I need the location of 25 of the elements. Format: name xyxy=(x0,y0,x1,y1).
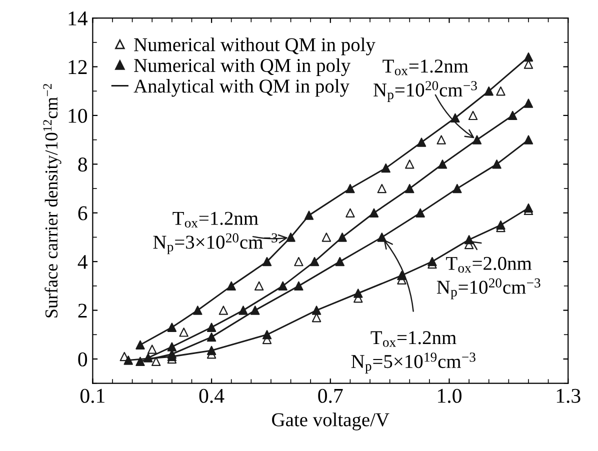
x-tick-label: 0.4 xyxy=(199,388,224,403)
annotation: N$_{p}$=5×10$^{19}$cm$^{−3}$ xyxy=(351,352,476,374)
legend-label: Analytical with QM in poly xyxy=(134,79,350,97)
y-tick-label: 6 xyxy=(78,206,88,220)
annotation: N$_{p}$=10$^{20}$cm$^{−3}$ xyxy=(374,81,477,102)
annotation: T$_{ox}$=2.0nm xyxy=(446,256,532,273)
y-axis-title: Surface carrier density/10$^{12}$cm$^{−2}$ xyxy=(43,84,62,318)
annotation: T$_{ox}$=1.2nm xyxy=(172,212,258,228)
x-tick-label: 1.0 xyxy=(438,388,462,403)
y-tick-label: 2 xyxy=(78,304,87,318)
y-tick-label: 14 xyxy=(68,12,88,26)
x-axis-title: Gate voltage/V xyxy=(272,412,390,430)
x-tick-label: 1.3 xyxy=(556,388,580,403)
annotation: N$_{p}$=10$^{20}$cm$^{−3}$ xyxy=(436,278,540,300)
legend-label: Numerical without QM in poly xyxy=(134,38,376,56)
legend-label: Numerical with QM in poly xyxy=(134,58,351,76)
x-tick-label: 0.1 xyxy=(80,388,104,403)
annotation: T$_{ox}$=1.2nm xyxy=(370,331,456,347)
x-tick-label: 0.7 xyxy=(318,388,343,403)
y-tick-label: 10 xyxy=(68,108,88,123)
y-tick-label: 4 xyxy=(78,255,88,269)
y-tick-label: 12 xyxy=(68,60,87,74)
y-tick-label: 0 xyxy=(78,352,88,366)
y-tick-label: 8 xyxy=(78,158,88,172)
annotation: T$_{ox}$=1.2nm xyxy=(382,60,468,76)
